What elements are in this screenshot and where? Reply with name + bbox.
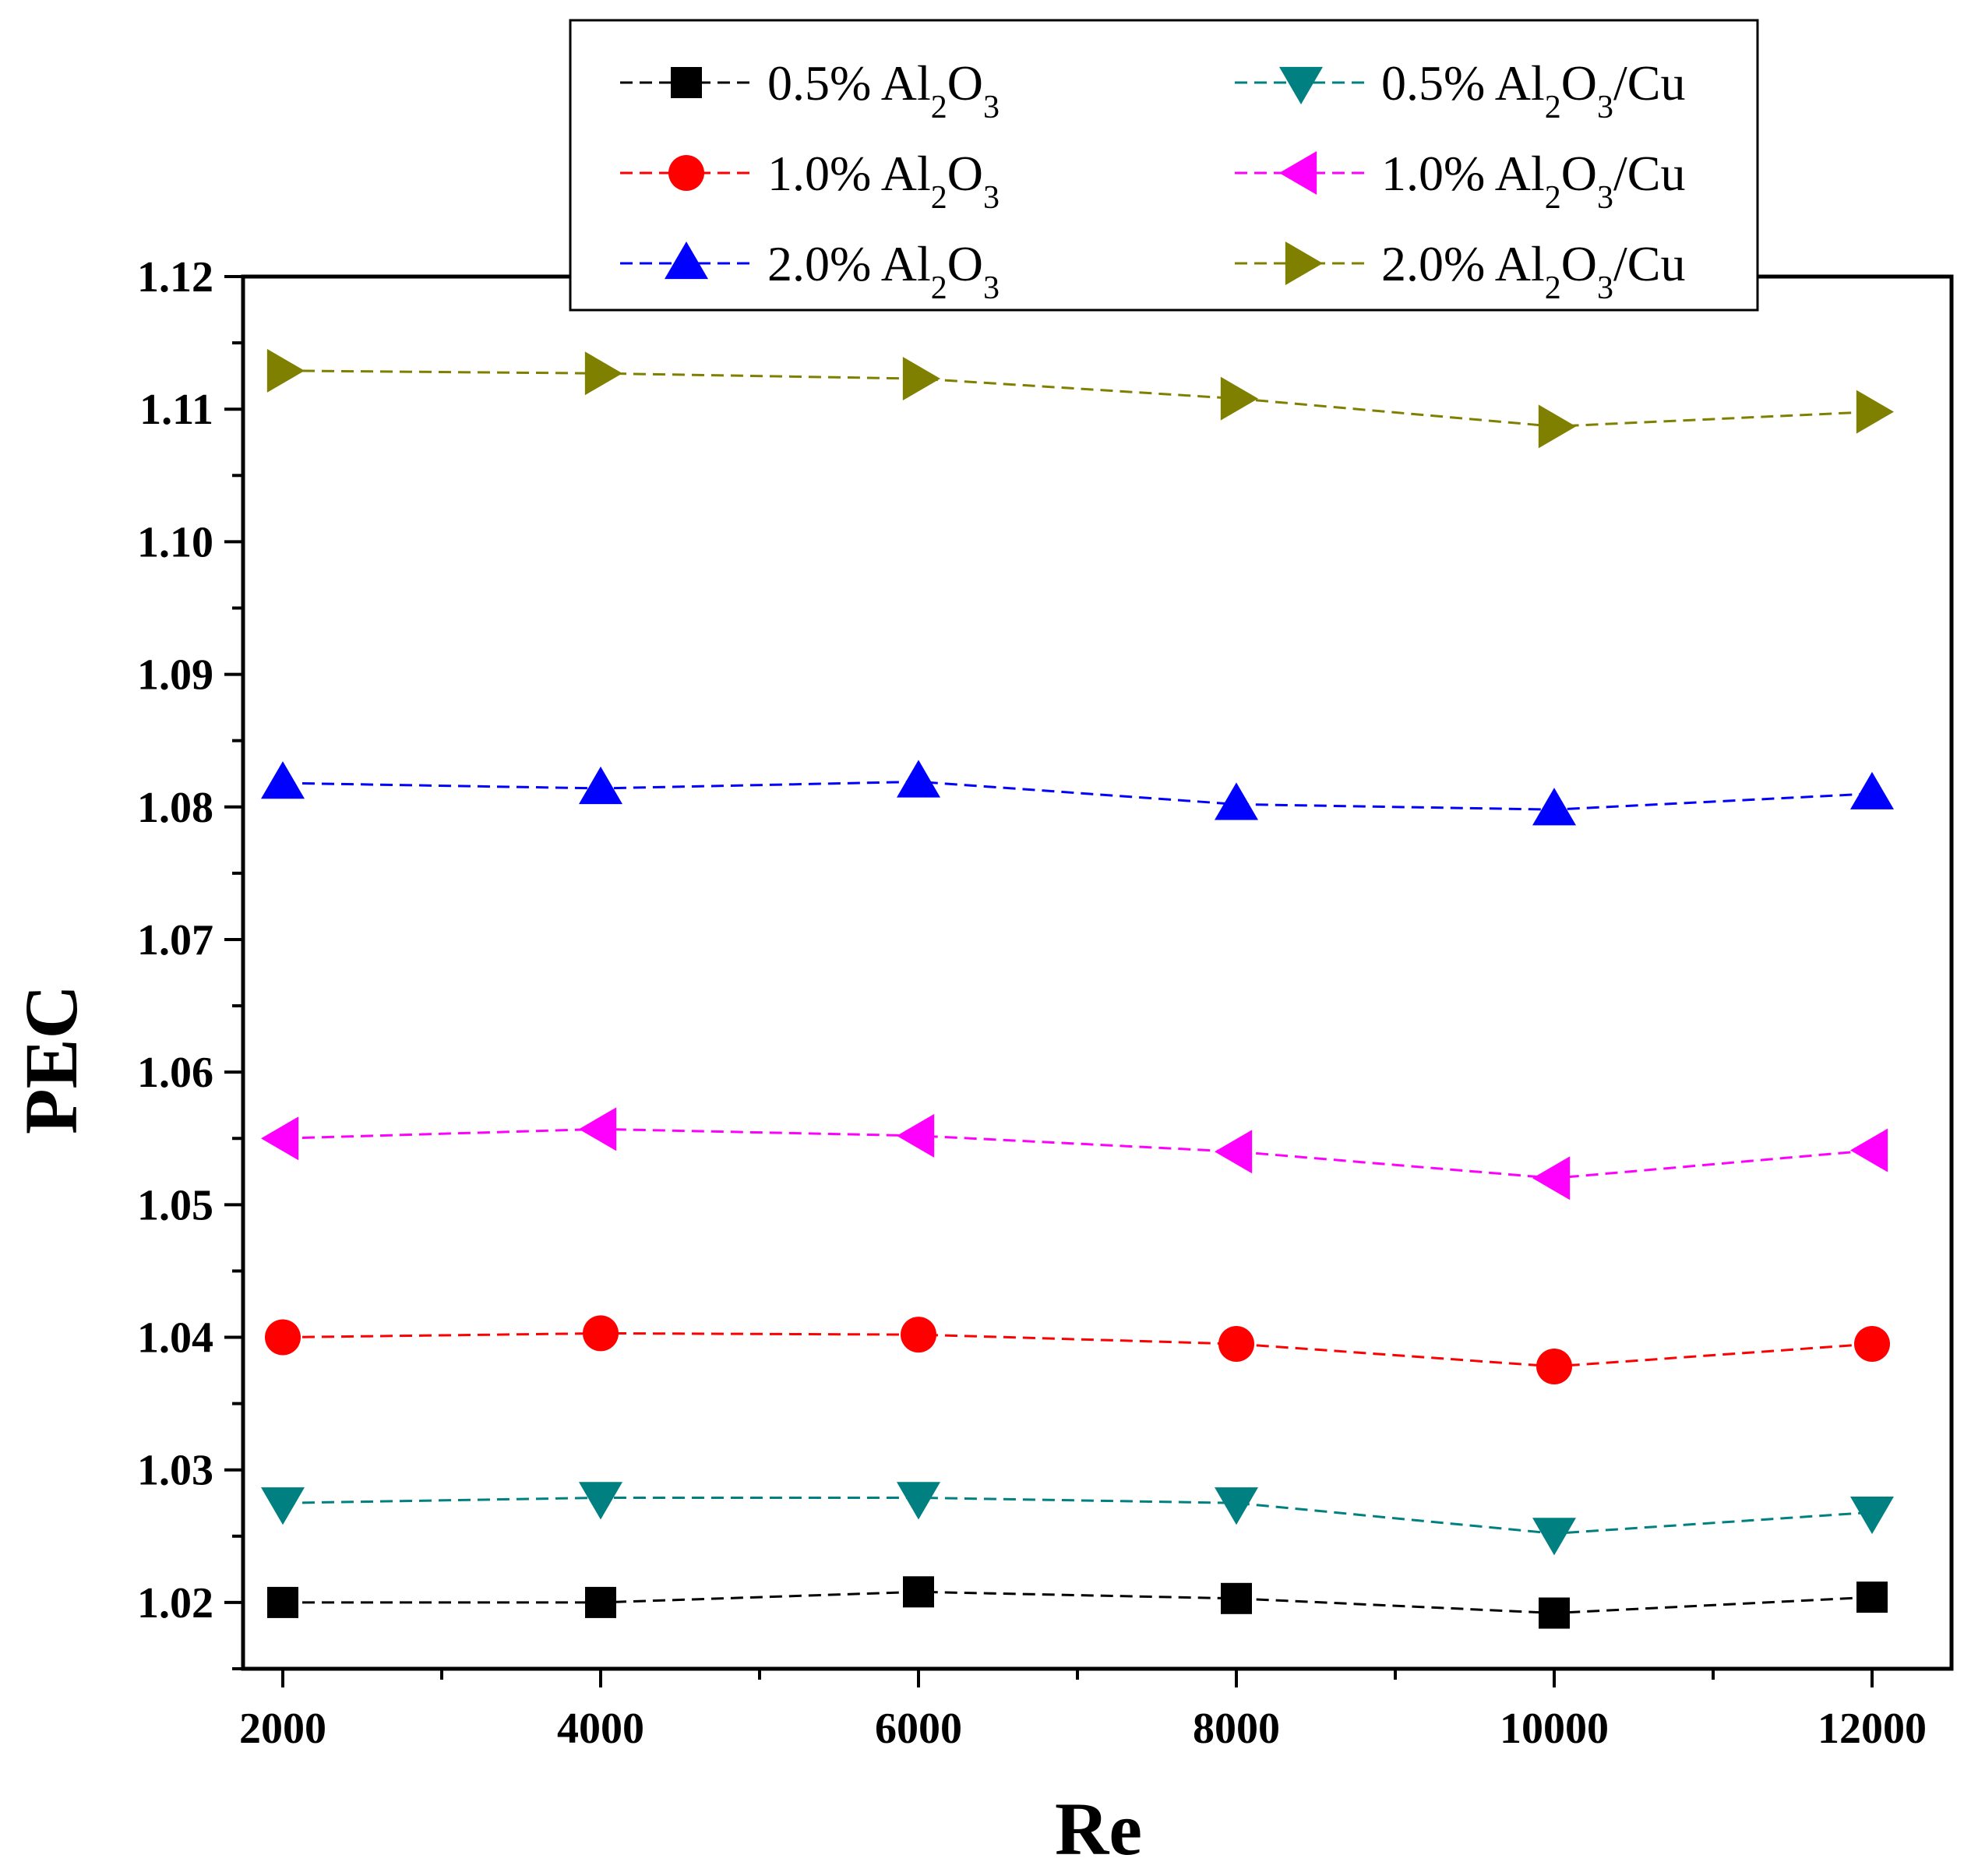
y-tick-label: 1.09 (137, 651, 213, 700)
series-line (282, 1331, 1873, 1368)
y-axis-title: PEC (9, 985, 93, 1134)
series-line (282, 1496, 1873, 1535)
legend-marker (671, 67, 702, 98)
legend-marker (1285, 242, 1323, 285)
data-point (585, 1586, 616, 1618)
plot-frame (241, 274, 1954, 1671)
data-point (1221, 1582, 1252, 1614)
x-axis-title: Re (1055, 1787, 1142, 1871)
data-point (583, 1315, 619, 1352)
legend-label: 2.0% Al2O3 (767, 236, 1000, 306)
y-tick-label: 1.04 (137, 1314, 213, 1363)
data-point (1218, 1326, 1254, 1363)
y-tick-label: 1.11 (139, 386, 213, 434)
legend-item-6: 2.0% Al2O3/Cu (1235, 236, 1685, 306)
legend-marker (668, 155, 704, 191)
series-2 (265, 1315, 1890, 1384)
data-point (897, 760, 940, 798)
data-point (1850, 1497, 1894, 1535)
legend-box (569, 19, 1759, 312)
y-tick-label: 1.10 (137, 518, 213, 566)
data-point (902, 357, 940, 401)
legend-label: 0.5% Al2O3/Cu (1381, 55, 1685, 125)
legend-marker (1279, 151, 1317, 195)
legend: 0.5% Al2O3 1.0% Al2O3 2.0% Al2O3 0.5% Al2O3… (569, 19, 1759, 312)
x-tick-label: 6000 (875, 1705, 962, 1753)
data-point (266, 348, 305, 393)
data-point (579, 1482, 622, 1520)
data-point (1215, 782, 1258, 820)
series-6 (266, 348, 1894, 449)
data-point (903, 1576, 934, 1608)
data-point (267, 1586, 298, 1618)
x-tick-label: 4000 (557, 1705, 644, 1753)
data-point (579, 1107, 617, 1151)
data-point (1856, 1582, 1888, 1613)
series-line (283, 1590, 1873, 1615)
legend-item-5: 1.0% Al2O3/Cu (1235, 146, 1685, 216)
y-tick-label: 1.06 (137, 1049, 213, 1097)
data-point (1532, 1156, 1571, 1201)
data-point (901, 1317, 936, 1353)
data-point (1854, 1326, 1890, 1363)
legend-item-4: 0.5% Al2O3/Cu (1235, 55, 1685, 125)
legend-label: 0.5% Al2O3 (767, 55, 1000, 125)
x-tick-label: 10000 (1500, 1705, 1609, 1753)
data-point (1856, 390, 1894, 434)
series-5 (261, 1107, 1888, 1201)
data-point (1220, 376, 1258, 421)
legend-label: 2.0% Al2O3/Cu (1381, 236, 1685, 306)
data-point (1538, 404, 1576, 449)
x-tick-label: 2000 (239, 1705, 326, 1753)
legend-item-2: 1.0% Al2O3 (620, 146, 1000, 216)
data-point (1536, 1348, 1572, 1384)
y-tick-label: 1.03 (137, 1447, 213, 1495)
x-tick-label: 12000 (1818, 1705, 1927, 1753)
y-tick-label: 1.02 (137, 1579, 213, 1627)
series-line (282, 1127, 1873, 1180)
plot-area: 2000 4000 6000 8000 10000 12000 1.02 1.03 1.04 1.… (137, 253, 1954, 1753)
legend-marker (1279, 66, 1323, 104)
legend-label: 1.0% Al2O3 (767, 146, 1000, 216)
data-point (1539, 1597, 1570, 1629)
data-point (1215, 1487, 1258, 1525)
data-point (1215, 1130, 1253, 1174)
legend-marker (665, 242, 708, 280)
data-point (579, 766, 622, 805)
data-point (1532, 788, 1576, 826)
legend-item-3: 2.0% Al2O3 (620, 236, 1000, 306)
data-point (261, 761, 305, 799)
legend-item-1: 0.5% Al2O3 (620, 55, 1000, 125)
series-4 (261, 1482, 1894, 1556)
y-tick-label: 1.08 (137, 784, 213, 832)
data-point (897, 1482, 940, 1520)
series-line (282, 369, 1873, 428)
data-point (1850, 1128, 1888, 1172)
series-3 (261, 760, 1894, 826)
data-point (261, 1116, 299, 1161)
data-point (584, 351, 622, 396)
data-point (1850, 771, 1894, 809)
series-line (282, 780, 1873, 811)
y-tick-label: 1.07 (137, 916, 213, 964)
series-1 (267, 1576, 1888, 1629)
data-point (265, 1319, 301, 1356)
y-tick-label: 1.05 (137, 1181, 213, 1229)
data-point (261, 1487, 305, 1525)
x-tick-label: 8000 (1193, 1705, 1280, 1753)
legend-label: 1.0% Al2O3/Cu (1381, 146, 1685, 216)
y-tick-label: 1.12 (137, 253, 213, 302)
data-point (1532, 1518, 1576, 1556)
data-point (897, 1113, 935, 1158)
